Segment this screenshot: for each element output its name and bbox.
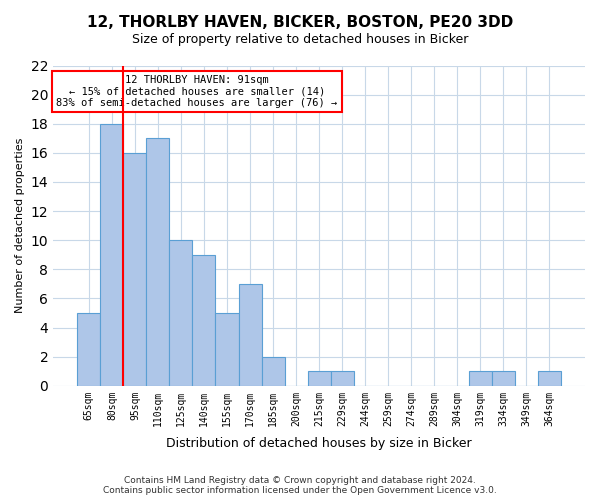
- Bar: [193, 255, 215, 386]
- Bar: [215, 313, 239, 386]
- Bar: [146, 138, 169, 386]
- Bar: [100, 124, 124, 386]
- Bar: [492, 371, 515, 386]
- Text: Contains HM Land Registry data © Crown copyright and database right 2024.
Contai: Contains HM Land Registry data © Crown c…: [103, 476, 497, 495]
- Text: Size of property relative to detached houses in Bicker: Size of property relative to detached ho…: [132, 32, 468, 46]
- Bar: [262, 356, 284, 386]
- X-axis label: Distribution of detached houses by size in Bicker: Distribution of detached houses by size …: [166, 437, 472, 450]
- Y-axis label: Number of detached properties: Number of detached properties: [15, 138, 25, 314]
- Bar: [538, 371, 561, 386]
- Bar: [469, 371, 492, 386]
- Bar: [124, 153, 146, 386]
- Bar: [169, 240, 193, 386]
- Bar: [331, 371, 353, 386]
- Text: 12 THORLBY HAVEN: 91sqm
← 15% of detached houses are smaller (14)
83% of semi-de: 12 THORLBY HAVEN: 91sqm ← 15% of detache…: [56, 75, 337, 108]
- Bar: [239, 284, 262, 386]
- Bar: [308, 371, 331, 386]
- Bar: [77, 313, 100, 386]
- Text: 12, THORLBY HAVEN, BICKER, BOSTON, PE20 3DD: 12, THORLBY HAVEN, BICKER, BOSTON, PE20 …: [87, 15, 513, 30]
